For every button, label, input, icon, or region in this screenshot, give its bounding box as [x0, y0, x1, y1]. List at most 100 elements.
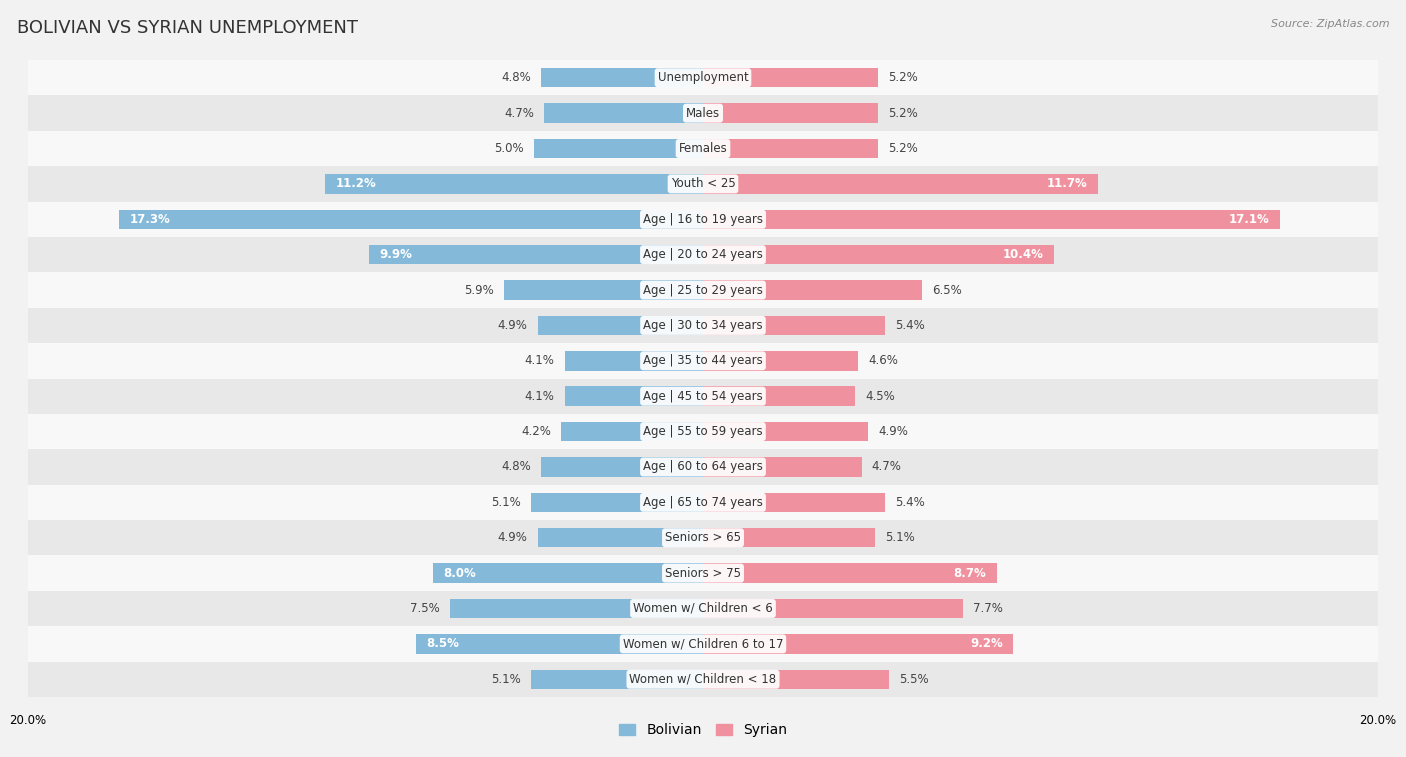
Text: Age | 20 to 24 years: Age | 20 to 24 years — [643, 248, 763, 261]
Text: Women w/ Children < 18: Women w/ Children < 18 — [630, 673, 776, 686]
Text: 4.8%: 4.8% — [501, 460, 531, 473]
Bar — [534, 139, 703, 158]
Bar — [28, 414, 1378, 449]
Bar — [703, 280, 922, 300]
Text: 4.1%: 4.1% — [524, 390, 554, 403]
Text: 10.4%: 10.4% — [1002, 248, 1043, 261]
Text: 17.3%: 17.3% — [129, 213, 170, 226]
Bar — [537, 316, 703, 335]
Text: 9.2%: 9.2% — [970, 637, 1004, 650]
Bar — [531, 669, 703, 689]
Bar — [561, 422, 703, 441]
Text: 4.7%: 4.7% — [505, 107, 534, 120]
Text: 6.5%: 6.5% — [932, 284, 962, 297]
Text: Males: Males — [686, 107, 720, 120]
Bar — [28, 237, 1378, 273]
Bar — [703, 422, 869, 441]
Text: 4.6%: 4.6% — [869, 354, 898, 367]
Text: Unemployment: Unemployment — [658, 71, 748, 84]
Bar — [703, 210, 1279, 229]
Bar — [433, 563, 703, 583]
Text: Women w/ Children 6 to 17: Women w/ Children 6 to 17 — [623, 637, 783, 650]
Bar — [541, 68, 703, 88]
Text: Age | 45 to 54 years: Age | 45 to 54 years — [643, 390, 763, 403]
Text: 7.5%: 7.5% — [411, 602, 440, 615]
Text: 5.4%: 5.4% — [896, 496, 925, 509]
Bar — [541, 457, 703, 477]
Text: 4.7%: 4.7% — [872, 460, 901, 473]
Bar — [28, 378, 1378, 414]
Text: 5.4%: 5.4% — [896, 319, 925, 332]
Bar — [28, 201, 1378, 237]
Text: 4.9%: 4.9% — [879, 425, 908, 438]
Text: 4.9%: 4.9% — [498, 319, 527, 332]
Bar — [416, 634, 703, 653]
Bar — [28, 95, 1378, 131]
Bar — [544, 104, 703, 123]
Text: 4.2%: 4.2% — [522, 425, 551, 438]
Text: Age | 60 to 64 years: Age | 60 to 64 years — [643, 460, 763, 473]
Bar — [28, 449, 1378, 484]
Bar — [703, 316, 886, 335]
Bar — [703, 634, 1014, 653]
Text: Age | 16 to 19 years: Age | 16 to 19 years — [643, 213, 763, 226]
Bar — [703, 528, 875, 547]
Text: Women w/ Children < 6: Women w/ Children < 6 — [633, 602, 773, 615]
Text: 11.2%: 11.2% — [335, 177, 375, 191]
Text: 7.7%: 7.7% — [973, 602, 1002, 615]
Bar — [703, 563, 997, 583]
Text: 5.5%: 5.5% — [898, 673, 928, 686]
Bar — [703, 104, 879, 123]
Bar — [28, 590, 1378, 626]
Text: 5.9%: 5.9% — [464, 284, 494, 297]
Bar — [368, 245, 703, 264]
Text: 4.1%: 4.1% — [524, 354, 554, 367]
Text: 11.7%: 11.7% — [1047, 177, 1088, 191]
Text: 8.7%: 8.7% — [953, 566, 987, 580]
Bar — [703, 599, 963, 618]
Text: 5.2%: 5.2% — [889, 107, 918, 120]
Bar — [28, 131, 1378, 167]
Text: 5.1%: 5.1% — [886, 531, 915, 544]
Text: 4.8%: 4.8% — [501, 71, 531, 84]
Bar — [503, 280, 703, 300]
Text: 17.1%: 17.1% — [1229, 213, 1270, 226]
Bar — [28, 556, 1378, 590]
Bar — [703, 457, 862, 477]
Text: Seniors > 65: Seniors > 65 — [665, 531, 741, 544]
Text: 9.9%: 9.9% — [380, 248, 412, 261]
Bar — [537, 528, 703, 547]
Bar — [28, 308, 1378, 343]
Text: Age | 35 to 44 years: Age | 35 to 44 years — [643, 354, 763, 367]
Text: Seniors > 75: Seniors > 75 — [665, 566, 741, 580]
Bar — [28, 520, 1378, 556]
Text: 8.0%: 8.0% — [443, 566, 475, 580]
Text: BOLIVIAN VS SYRIAN UNEMPLOYMENT: BOLIVIAN VS SYRIAN UNEMPLOYMENT — [17, 19, 359, 37]
Bar — [28, 60, 1378, 95]
Bar — [565, 387, 703, 406]
Bar — [120, 210, 703, 229]
Bar — [703, 493, 886, 512]
Text: Source: ZipAtlas.com: Source: ZipAtlas.com — [1271, 19, 1389, 29]
Bar — [28, 167, 1378, 201]
Bar — [531, 493, 703, 512]
Bar — [703, 351, 858, 370]
Bar — [450, 599, 703, 618]
Text: Females: Females — [679, 142, 727, 155]
Bar — [28, 484, 1378, 520]
Text: 5.2%: 5.2% — [889, 142, 918, 155]
Bar — [28, 662, 1378, 697]
Text: 5.1%: 5.1% — [491, 496, 520, 509]
Text: 4.5%: 4.5% — [865, 390, 894, 403]
Text: Age | 25 to 29 years: Age | 25 to 29 years — [643, 284, 763, 297]
Text: Age | 55 to 59 years: Age | 55 to 59 years — [643, 425, 763, 438]
Text: 5.1%: 5.1% — [491, 673, 520, 686]
Bar — [703, 68, 879, 88]
Bar — [28, 273, 1378, 308]
Text: 5.2%: 5.2% — [889, 71, 918, 84]
Text: 8.5%: 8.5% — [426, 637, 460, 650]
Bar — [703, 245, 1054, 264]
Text: 5.0%: 5.0% — [495, 142, 524, 155]
Bar — [703, 669, 889, 689]
Text: Age | 30 to 34 years: Age | 30 to 34 years — [643, 319, 763, 332]
